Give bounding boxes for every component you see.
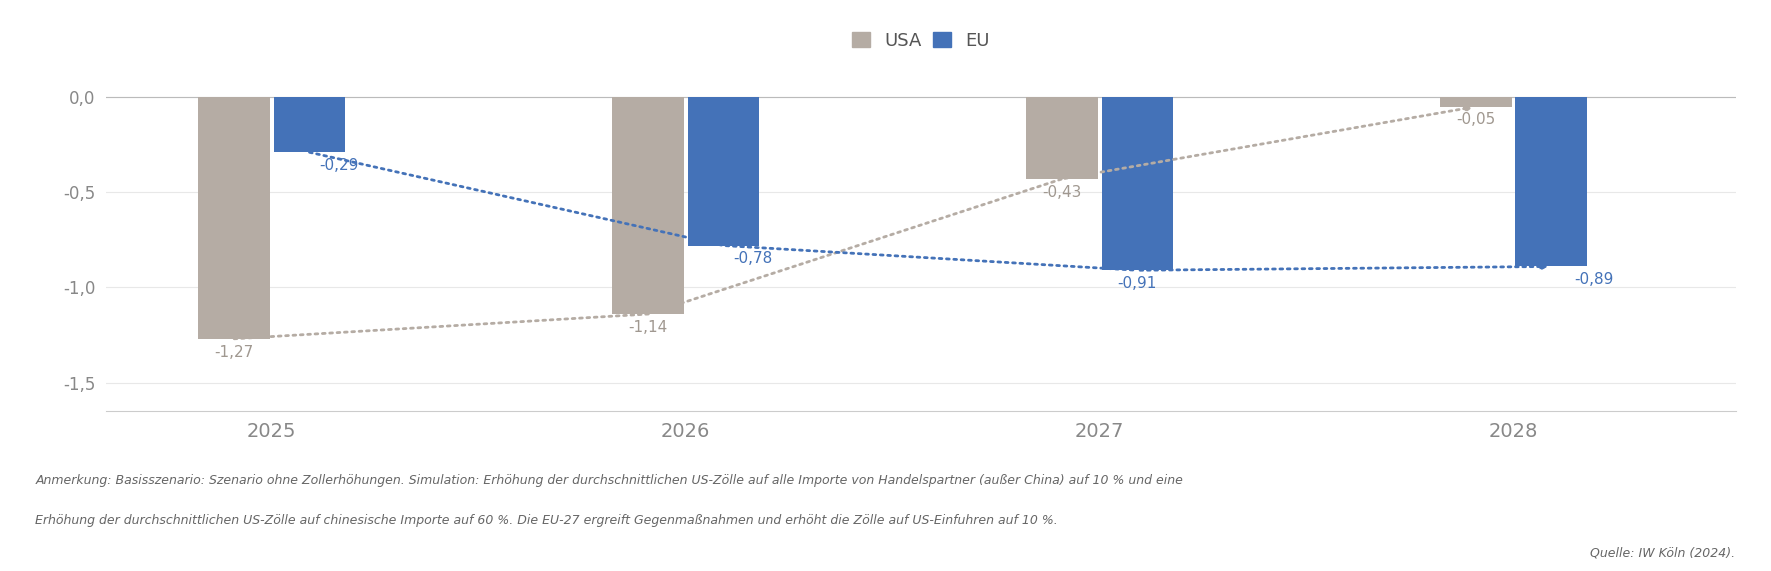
Text: -0,78: -0,78: [733, 251, 772, 266]
Bar: [1440, 97, 1512, 107]
Text: Anmerkung: Basisszenario: Szenario ohne Zollerhöhungen. Simulation: Erhöhung der: Anmerkung: Basisszenario: Szenario ohne …: [35, 474, 1183, 487]
Text: -0,89: -0,89: [1574, 272, 1613, 287]
Text: Quelle: IW Köln (2024).: Quelle: IW Köln (2024).: [1590, 546, 1736, 560]
Bar: [198, 97, 269, 339]
Bar: [1516, 97, 1587, 267]
Bar: [613, 97, 684, 314]
Text: Erhöhung der durchschnittlichen US-Zölle auf chinesische Importe auf 60 %. Die E: Erhöhung der durchschnittlichen US-Zölle…: [35, 514, 1057, 527]
Legend: USA, EU: USA, EU: [847, 26, 995, 55]
Text: -0,05: -0,05: [1456, 112, 1495, 127]
Text: -1,14: -1,14: [629, 320, 668, 335]
Text: -0,91: -0,91: [1118, 276, 1156, 291]
Text: -0,29: -0,29: [319, 158, 358, 173]
Text: -1,27: -1,27: [214, 344, 253, 360]
Bar: [1102, 97, 1172, 270]
Bar: [1025, 97, 1098, 179]
Bar: [687, 97, 760, 246]
Text: -0,43: -0,43: [1043, 184, 1082, 200]
Bar: [275, 97, 345, 152]
